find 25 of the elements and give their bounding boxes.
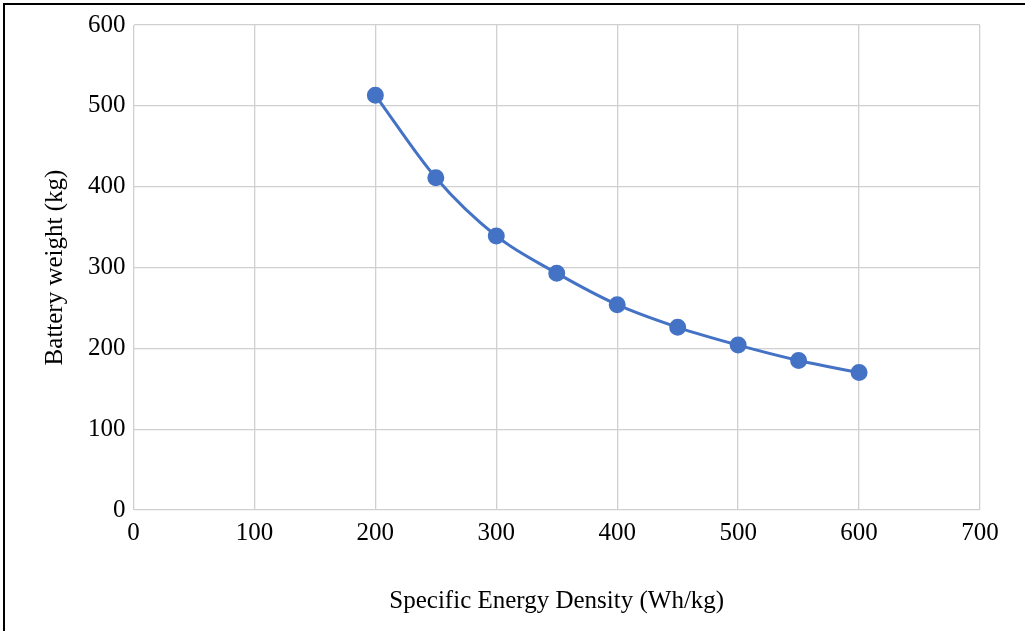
point bbox=[608, 296, 626, 314]
x-tick-label: 700 bbox=[961, 517, 999, 545]
x-tick-label: 500 bbox=[719, 517, 757, 545]
y-tick-label: 300 bbox=[88, 252, 126, 280]
x-tick-label: 300 bbox=[477, 517, 516, 545]
y-axis-title: Battery weight (kg) bbox=[39, 169, 68, 366]
x-axis-title: Specific Energy Density (Wh/kg) bbox=[389, 585, 725, 614]
y-tick-label: 500 bbox=[88, 90, 126, 118]
y-tick-label: 600 bbox=[88, 9, 126, 37]
y-tick-label: 200 bbox=[88, 332, 126, 360]
point bbox=[729, 336, 747, 354]
point bbox=[366, 86, 384, 104]
x-tick-label: 400 bbox=[598, 517, 636, 545]
x-tick-label: 100 bbox=[235, 517, 274, 545]
point bbox=[427, 169, 445, 187]
point bbox=[548, 264, 566, 282]
y-tick-label: 400 bbox=[88, 171, 126, 199]
point bbox=[850, 364, 868, 382]
point bbox=[669, 318, 687, 336]
y-tick-label: 100 bbox=[88, 413, 126, 441]
y-tick-label: 0 bbox=[113, 494, 126, 522]
point bbox=[487, 227, 505, 245]
x-tick-label: 200 bbox=[356, 517, 395, 545]
x-tick-label: 600 bbox=[840, 517, 878, 545]
point bbox=[790, 351, 808, 369]
